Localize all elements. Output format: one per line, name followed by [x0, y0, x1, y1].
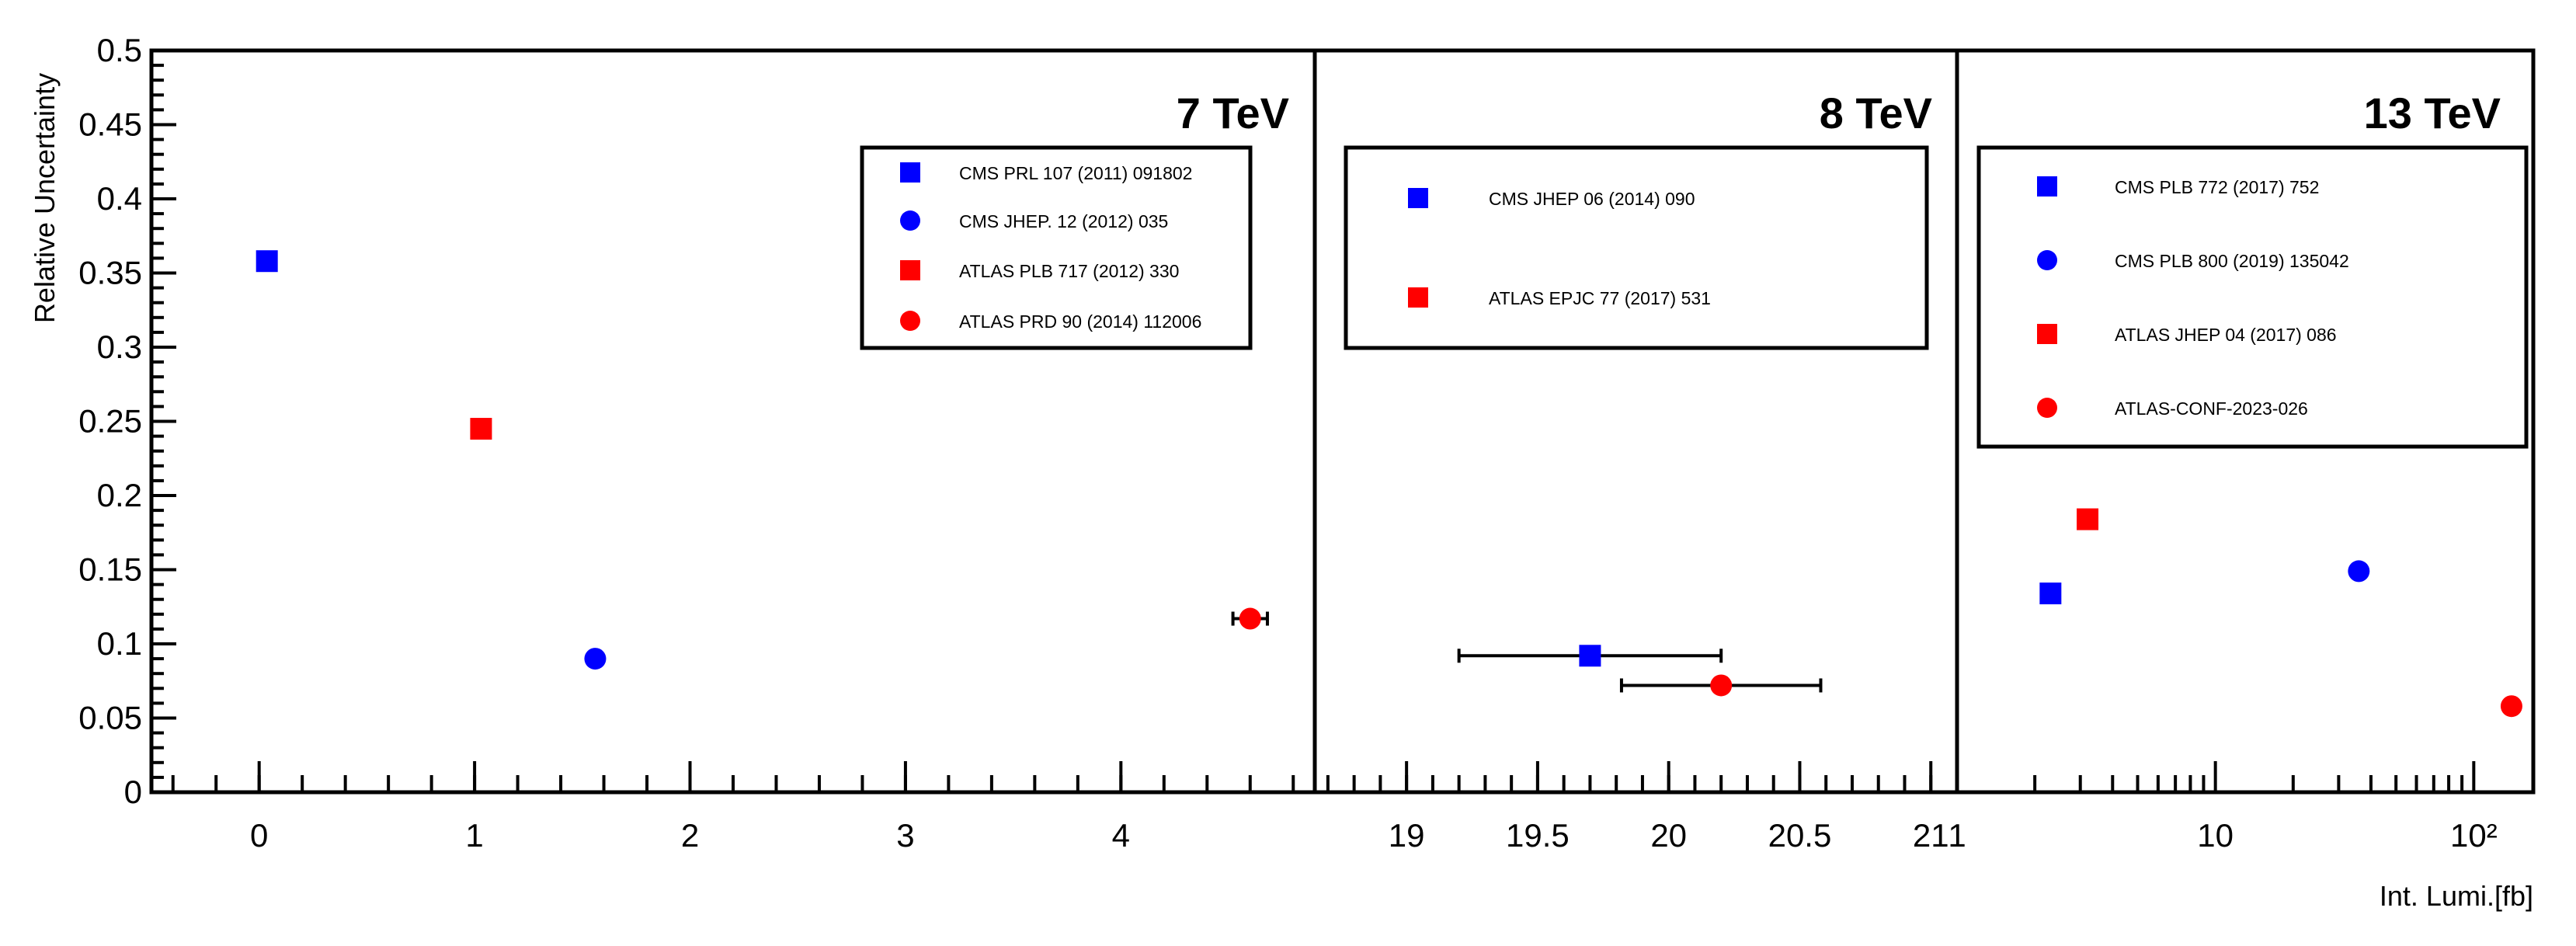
legend-entry: ATLAS PLB 717 (2012) 330: [959, 261, 1179, 281]
data-point: [1579, 645, 1601, 667]
data-point: [1710, 674, 1733, 697]
y-tick-label: 0.15: [78, 551, 142, 588]
legend-entry: CMS PLB 772 (2017) 752: [2115, 177, 2319, 197]
x-tick-label: 19: [1389, 817, 1425, 854]
panel-frame-2: [1955, 48, 2536, 795]
legend-box-2: [1976, 145, 2529, 449]
legend-marker: [2037, 398, 2057, 418]
x-tick-label: 10²: [2450, 817, 2498, 854]
legend-entry: ATLAS EPJC 77 (2017) 531: [1489, 288, 1711, 308]
x-tick-label: 4: [1112, 817, 1130, 854]
legend-marker: [900, 311, 920, 331]
data-point: [256, 250, 278, 273]
x-tick-label: 20: [1650, 817, 1687, 854]
legend-box-1: [1344, 145, 1929, 350]
legend-marker: [2037, 250, 2057, 270]
data-point: [2039, 583, 2062, 605]
x-tick-label: 2: [681, 817, 699, 854]
y-tick-label: 0.2: [97, 477, 142, 513]
energy-label-1: 8 TeV: [1820, 89, 1932, 137]
x-tick-label: 0: [250, 817, 268, 854]
data-point: [584, 648, 607, 670]
x-axis-title: Int. Lumi.[fb]: [2380, 880, 2533, 912]
energy-label-2: 13 TeV: [2364, 89, 2501, 137]
legend-marker: [1408, 188, 1428, 208]
x-tick-label: 1: [1948, 817, 1966, 854]
legend-entry: CMS JHEP. 12 (2012) 035: [959, 211, 1168, 231]
y-tick-label: 0.45: [78, 106, 142, 143]
y-tick-label: 0.3: [97, 329, 142, 365]
legend-marker: [1408, 287, 1428, 308]
data-point: [2348, 560, 2370, 583]
legend-entry: CMS JHEP 06 (2014) 090: [1489, 189, 1695, 209]
data-point: [2500, 695, 2522, 718]
x-tick-label: 20.5: [1768, 817, 1832, 854]
legend-marker: [900, 162, 920, 183]
x-tick-label: 3: [896, 817, 914, 854]
x-tick-label: 21: [1913, 817, 1949, 854]
y-tick-label: 0.25: [78, 403, 142, 440]
legend-marker: [2037, 324, 2057, 344]
data-point: [1239, 607, 1261, 630]
legend-entry: ATLAS PRD 90 (2014) 112006: [959, 311, 1201, 332]
y-tick-label: 0.1: [97, 625, 142, 662]
energy-label-0: 7 TeV: [1177, 89, 1289, 137]
x-tick-label: 1: [465, 817, 483, 854]
legend-marker: [900, 260, 920, 280]
y-tick-label: 0.4: [97, 180, 142, 217]
y-axis-title: Relative Uncertainty: [29, 73, 61, 323]
y-tick-label: 0: [124, 774, 142, 810]
x-tick-label: 10: [2197, 817, 2234, 854]
x-tick-label: 19.5: [1506, 817, 1570, 854]
legend-marker: [900, 210, 920, 231]
y-tick-label: 0.05: [78, 700, 142, 736]
y-tick-label: 0.5: [97, 32, 142, 68]
data-point: [470, 418, 492, 440]
legend-entry: ATLAS JHEP 04 (2017) 086: [2115, 325, 2337, 345]
legend-marker: [2037, 176, 2057, 197]
legend-entry: CMS PLB 800 (2019) 135042: [2115, 251, 2349, 271]
legend-entry: CMS PRL 107 (2011) 091802: [959, 163, 1192, 183]
y-tick-label: 0.35: [78, 255, 142, 291]
legend-entry: ATLAS-CONF-2023-026: [2115, 398, 2308, 419]
data-point: [2077, 508, 2099, 530]
legend-box-0: [860, 145, 1253, 350]
